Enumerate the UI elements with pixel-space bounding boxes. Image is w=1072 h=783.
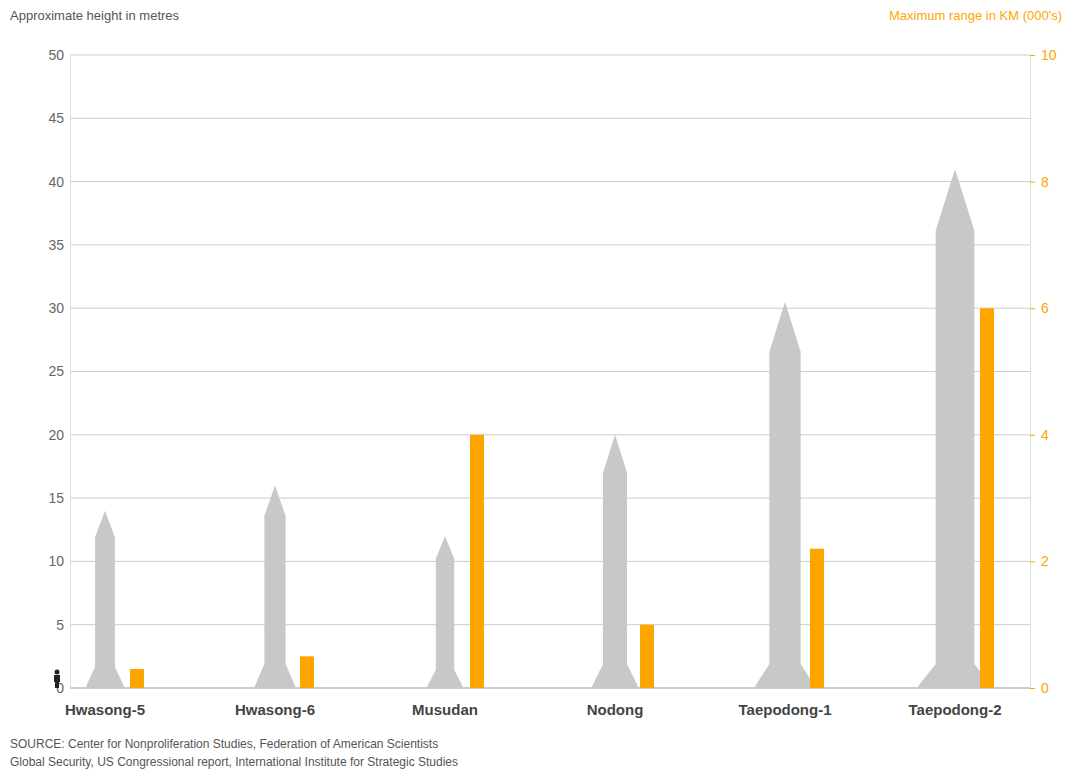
chart: 051015202530354045500246810Hwasong-5Hwas… [0, 0, 1072, 783]
tick-mark [1030, 308, 1035, 309]
tick-mark [1030, 688, 1035, 689]
tick: 8 [1030, 174, 1049, 190]
source: SOURCE: Center for Nonproliferation Stud… [10, 737, 438, 751]
tick-label: Hwasong-5 [65, 701, 145, 718]
tick: Hwasong-6 [235, 701, 315, 718]
bar [640, 625, 654, 688]
tick-label: 45 [48, 110, 64, 126]
axis-line [70, 56, 71, 689]
grid-line [70, 624, 1030, 625]
bar [810, 549, 824, 688]
tick-label: 0 [1041, 680, 1049, 696]
grid-line [70, 561, 1030, 562]
tick: Musudan [412, 701, 478, 718]
tick-label: 50 [48, 47, 64, 63]
tick: 0 [1030, 680, 1049, 696]
tick: 50 [48, 47, 70, 63]
bar [980, 308, 994, 688]
tick: 25 [48, 363, 70, 379]
tick-label: 15 [48, 490, 64, 506]
tick-label: 20 [48, 427, 64, 443]
grid [70, 55, 1030, 688]
source: Global Security, US Congressional report… [10, 755, 458, 769]
rocket [255, 485, 295, 688]
rocket [86, 511, 124, 688]
tick-label: 6 [1041, 300, 1049, 316]
tick-label: 40 [48, 174, 64, 190]
tick: 10 [48, 553, 70, 569]
tick: 15 [48, 490, 70, 506]
tick-label: 5 [56, 617, 64, 633]
tick-label: 4 [1041, 427, 1049, 443]
bar [470, 435, 484, 688]
tick-label: 10 [48, 553, 64, 569]
tick: 4 [1030, 427, 1049, 443]
tick: 5 [56, 617, 70, 633]
tick-mark [1030, 55, 1035, 56]
tick-label: 35 [48, 237, 64, 253]
tick-label: 25 [48, 363, 64, 379]
tick-label: Hwasong-6 [235, 701, 315, 718]
grid-line [70, 434, 1030, 435]
tick: 45 [48, 110, 70, 126]
grid-line [70, 688, 1030, 689]
tick: Taepodong-2 [908, 701, 1001, 718]
tick: 35 [48, 237, 70, 253]
axis-title: Maximum range in KM (000's) [889, 8, 1062, 23]
axis-title: Approximate height in metres [10, 8, 180, 23]
grid-line [70, 118, 1030, 119]
tick: 20 [48, 427, 70, 443]
tick-label: 2 [1041, 553, 1049, 569]
tick-label: 30 [48, 300, 64, 316]
tick-mark [1030, 561, 1035, 562]
person-icon [54, 670, 60, 689]
tick-mark [1030, 435, 1035, 436]
person-body [54, 675, 60, 688]
grid-line [70, 181, 1030, 182]
tick: Taepodong-1 [738, 701, 831, 718]
tick: 6 [1030, 300, 1049, 316]
tick-label: Taepodong-1 [738, 701, 831, 718]
grid-line [70, 55, 1030, 56]
marks [86, 169, 994, 688]
tick: Nodong [587, 701, 644, 718]
grid-line [70, 371, 1030, 372]
y2-axis: 0 2 4 6 8 10 [1030, 47, 1057, 696]
grid-line [70, 244, 1030, 245]
tick-label: Taepodong-2 [908, 701, 1001, 718]
y-axis: 05101520253035404550 [48, 47, 70, 696]
tick-label: Nodong [587, 701, 644, 718]
tick-label: 10 [1041, 47, 1057, 63]
x-axis: Hwasong-5 Hwasong-6 Musudan Nodong Taepodong… [65, 701, 1002, 718]
tick: 2 [1030, 553, 1049, 569]
tick-mark [1030, 182, 1035, 183]
bar [130, 669, 144, 688]
tick: 30 [48, 300, 70, 316]
grid-line [70, 498, 1030, 499]
rocket [755, 302, 815, 688]
tick: Hwasong-5 [65, 701, 145, 718]
bar [300, 656, 314, 688]
tick: 40 [48, 174, 70, 190]
rocket [592, 435, 638, 688]
tick-label: Musudan [412, 701, 478, 718]
grid-line [70, 308, 1030, 309]
person-head [55, 670, 60, 675]
axis-line [1031, 56, 1036, 689]
tick: 10 [1030, 47, 1057, 63]
rocket [428, 536, 463, 688]
tick-label: 8 [1041, 174, 1049, 190]
